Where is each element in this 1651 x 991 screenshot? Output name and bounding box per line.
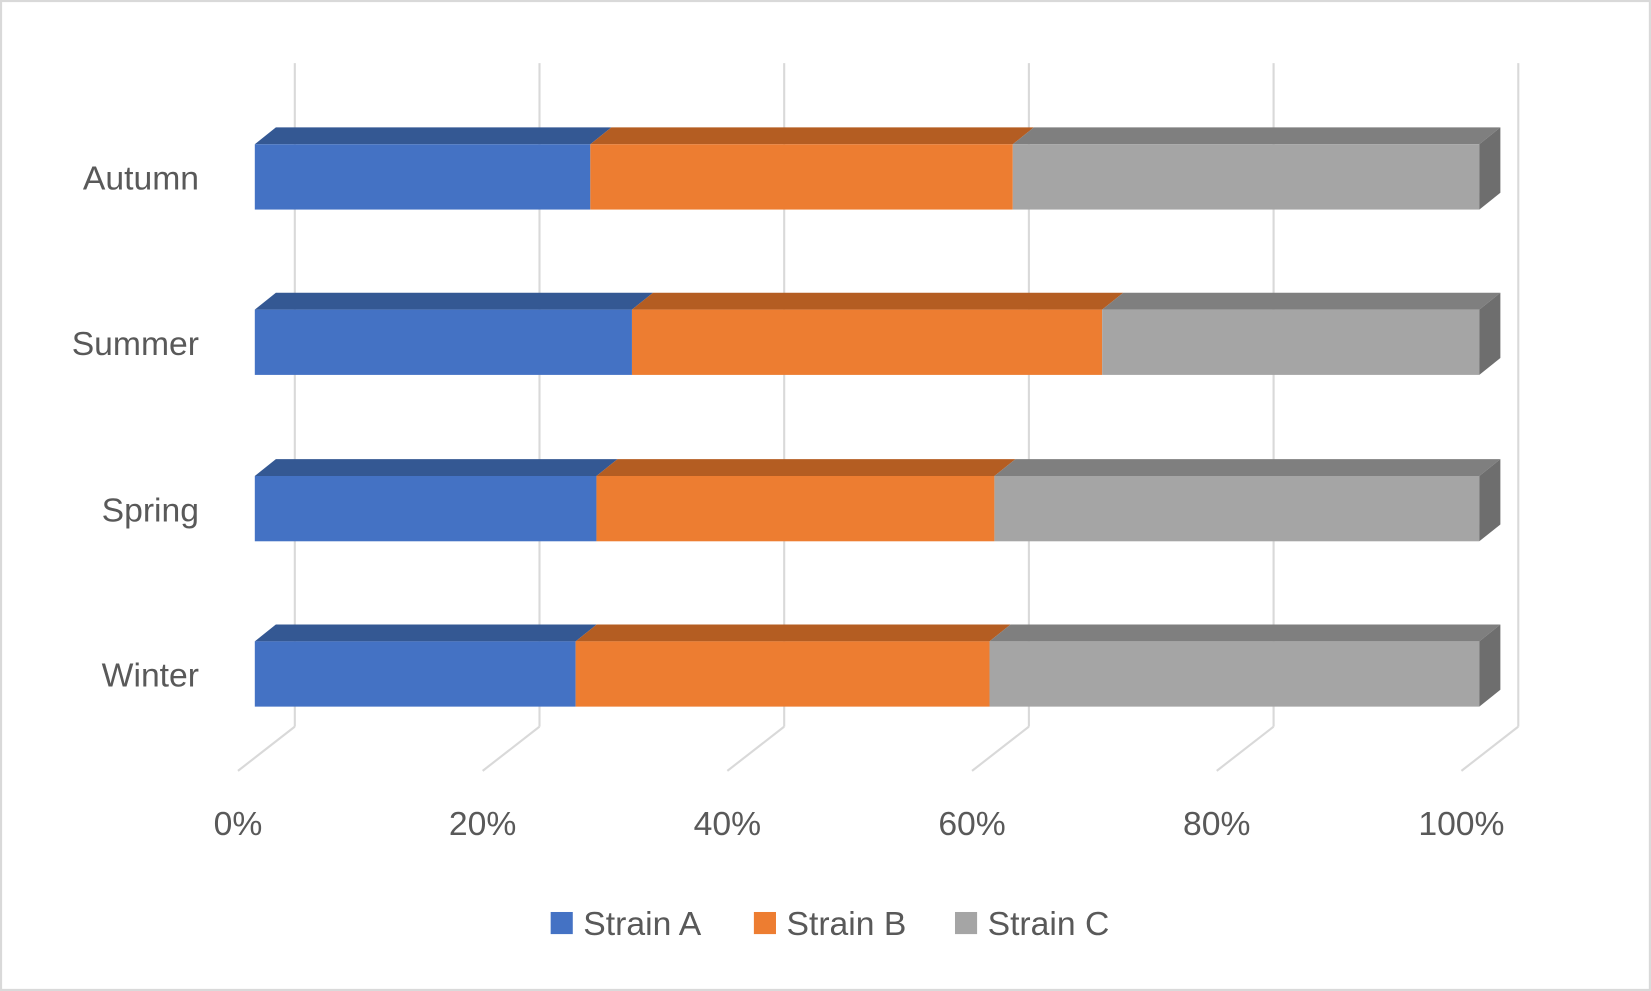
bar-top-strain-c	[1012, 127, 1501, 145]
category-label: Autumn	[83, 161, 199, 198]
bar-top-strain-b	[590, 127, 1034, 145]
x-tick-label: 80%	[1183, 806, 1250, 843]
bar-top-strain-b	[631, 292, 1124, 310]
gridline-floor	[971, 725, 1030, 772]
bar-side	[1479, 292, 1501, 375]
bar-strain-b-summer	[631, 309, 1103, 375]
x-tick-label: 60%	[938, 806, 1005, 843]
bar-strain-b-winter	[575, 641, 990, 707]
bar-top-strain-b	[575, 624, 1011, 642]
category-label: Summer	[72, 326, 199, 363]
legend-label: Strain B	[787, 906, 907, 943]
bar-strain-a-autumn	[254, 144, 591, 210]
bar-side	[1479, 459, 1501, 542]
legend-swatch	[753, 911, 776, 935]
bar-strain-c-spring	[994, 476, 1480, 542]
bar-strain-b-autumn	[590, 144, 1013, 210]
legend-label: Strain C	[988, 906, 1110, 943]
x-tick-label: 0%	[214, 806, 263, 843]
bar-top-strain-a	[254, 292, 654, 310]
bar-side	[1479, 624, 1501, 707]
bar-strain-a-summer	[254, 309, 632, 375]
gridline-floor	[1216, 725, 1275, 772]
gridline-floor	[726, 725, 785, 772]
bar-top-strain-a	[254, 624, 597, 642]
legend-swatch	[954, 911, 978, 935]
bar-strain-a-winter	[254, 641, 576, 707]
x-tick-label: 40%	[694, 806, 761, 843]
bar-top-strain-c	[994, 459, 1501, 477]
legend-swatch	[550, 911, 573, 935]
gridline-floor	[1460, 725, 1519, 772]
bar-side	[1479, 127, 1501, 210]
bar-strain-a-spring	[254, 476, 597, 542]
gridline-floor	[482, 725, 541, 772]
bar-top-strain-c	[1102, 292, 1501, 310]
bar-strain-b-spring	[596, 476, 995, 542]
bar-strain-c-autumn	[1012, 144, 1480, 210]
x-tick-label: 20%	[449, 806, 516, 843]
bar-top-strain-a	[254, 459, 618, 477]
bar-strain-c-summer	[1102, 309, 1480, 375]
category-label: Spring	[102, 492, 199, 529]
bar-top-strain-c	[989, 624, 1501, 642]
gridline-floor	[237, 725, 296, 772]
category-label: Winter	[102, 658, 199, 695]
bar-top-strain-a	[254, 127, 612, 145]
bar-strain-c-winter	[989, 641, 1480, 707]
bar-top-strain-b	[596, 459, 1016, 477]
x-tick-label: 100%	[1418, 806, 1504, 843]
legend-label: Strain A	[583, 906, 701, 943]
